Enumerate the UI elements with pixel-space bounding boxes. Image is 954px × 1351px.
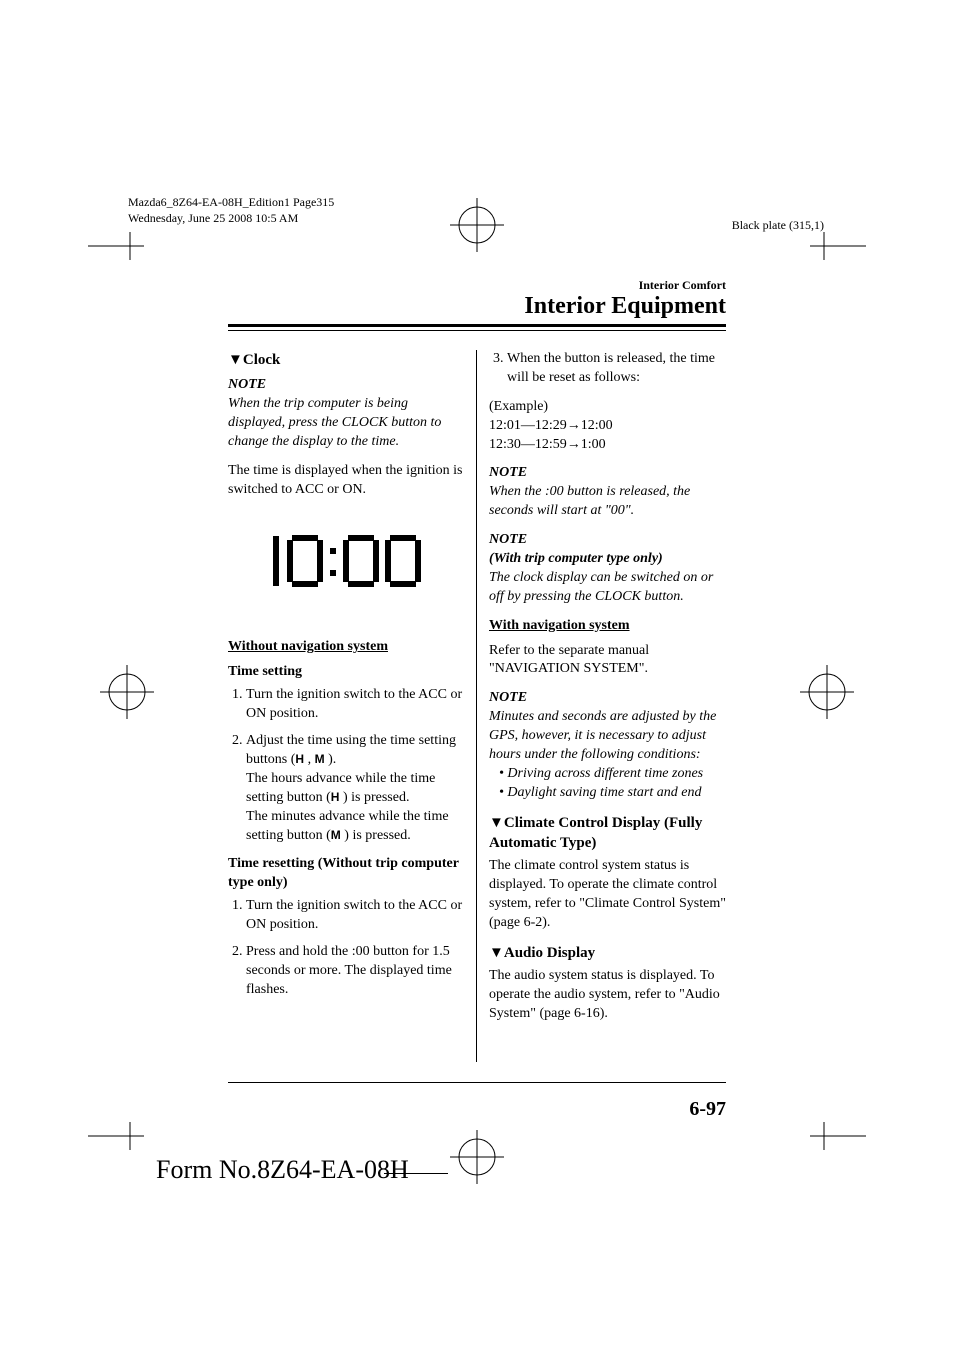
paragraph: The audio system status is displayed. To… — [489, 967, 726, 1024]
crop-mark-bl — [88, 1122, 160, 1150]
step-text: ) is pressed. — [339, 790, 409, 805]
note-bullets: Driving across different time zones Dayl… — [489, 765, 726, 803]
time-setting-steps: Turn the ignition switch to the ACC or O… — [228, 686, 465, 845]
paragraph: Refer to the separate manual "NAVIGATION… — [489, 642, 726, 680]
time-reset-heading: Time resetting (Without trip computer ty… — [228, 855, 465, 893]
example-label: (Example) — [489, 398, 726, 417]
step-text: Turn the ignition switch to the ACC or O… — [246, 687, 462, 721]
form-rule — [384, 1173, 448, 1174]
list-item: When the button is released, the time wi… — [507, 350, 726, 388]
list-item: Adjust the time using the time setting b… — [246, 732, 465, 845]
right-column: When the button is released, the time wi… — [489, 350, 726, 1034]
example-line: 12:01—12:29→12:00 — [489, 417, 726, 436]
note-label: NOTE — [489, 531, 726, 550]
note-text: Minutes and seconds are adjusted by the … — [489, 708, 726, 765]
step-text: When the button is released, the time wi… — [507, 351, 715, 385]
header-rule-thick — [228, 324, 726, 327]
clock-display-graphic — [228, 530, 465, 599]
section-category: Interior Comfort — [639, 278, 726, 293]
note-label: NOTE — [489, 689, 726, 708]
step-text: Press and hold the :00 button for 1.5 se… — [246, 944, 452, 997]
note-label: NOTE — [228, 376, 465, 395]
list-item: Turn the ignition switch to the ACC or O… — [246, 686, 465, 724]
step-text: Adjust the time using the time setting b… — [246, 733, 456, 767]
list-item: Daylight saving time start and end — [499, 784, 726, 803]
step-text: , — [304, 752, 315, 767]
continued-steps: When the button is released, the time wi… — [489, 350, 726, 388]
triangle-icon: ▼ — [228, 352, 243, 368]
footer-rule — [228, 1082, 726, 1083]
step-text: ). — [325, 752, 337, 767]
step-text: Turn the ignition switch to the ACC or O… — [246, 898, 462, 932]
crop-mark-tl — [88, 232, 160, 260]
with-nav-heading: With navigation system — [489, 617, 726, 636]
clock-heading-text: Clock — [243, 352, 281, 368]
list-item: Turn the ignition switch to the ACC or O… — [246, 897, 465, 935]
m-button-icon: M — [331, 828, 341, 842]
registration-mark-bottom — [450, 1130, 504, 1184]
form-number: Form No.8Z64-EA-08H — [156, 1155, 409, 1185]
note-text: When the trip computer is being displaye… — [228, 395, 465, 452]
doc-id: Mazda6_8Z64-EA-08H_Edition1 Page315 — [128, 195, 334, 211]
black-plate-label: Black plate (315,1) — [732, 218, 824, 233]
h-button-icon: H — [295, 752, 304, 766]
step-text: ) is pressed. — [341, 828, 411, 843]
paragraph: The time is displayed when the ignition … — [228, 462, 465, 500]
registration-mark-left — [100, 665, 154, 719]
climate-heading-text: Climate Control Display (Fully Automatic… — [489, 815, 702, 851]
list-item: Press and hold the :00 button for 1.5 se… — [246, 943, 465, 1000]
left-column: ▼Clock NOTE When the trip computer is be… — [228, 350, 465, 1034]
clock-heading: ▼Clock — [228, 350, 465, 370]
registration-mark-top — [450, 198, 504, 252]
header-rule-thin — [228, 330, 726, 331]
without-nav-heading: Without navigation system — [228, 638, 465, 657]
climate-heading: ▼Climate Control Display (Fully Automati… — [489, 813, 726, 854]
triangle-icon: ▼ — [489, 815, 504, 831]
crop-mark-br — [794, 1122, 866, 1150]
doc-meta: Mazda6_8Z64-EA-08H_Edition1 Page315 Wedn… — [128, 195, 334, 226]
page-number: 6-97 — [689, 1098, 726, 1121]
section-title: Interior Equipment — [524, 293, 726, 320]
note-text: The clock display can be switched on or … — [489, 569, 726, 607]
time-setting-heading: Time setting — [228, 663, 465, 682]
example-line: 12:30—12:59→1:00 — [489, 436, 726, 455]
note-label: NOTE — [489, 464, 726, 483]
audio-heading: ▼Audio Display — [489, 943, 726, 963]
doc-timestamp: Wednesday, June 25 2008 10:5 AM — [128, 211, 334, 227]
note-subtitle: (With trip computer type only) — [489, 550, 726, 569]
time-reset-steps: Turn the ignition switch to the ACC or O… — [228, 897, 465, 999]
triangle-icon: ▼ — [489, 945, 504, 961]
note-text: When the :00 button is released, the sec… — [489, 483, 726, 521]
registration-mark-right — [800, 665, 854, 719]
paragraph: The climate control system status is dis… — [489, 857, 726, 933]
audio-heading-text: Audio Display — [504, 945, 595, 961]
list-item: Driving across different time zones — [499, 765, 726, 784]
content-columns: ▼Clock NOTE When the trip computer is be… — [228, 350, 726, 1034]
m-button-icon: M — [315, 752, 325, 766]
crop-mark-tr — [794, 232, 866, 260]
